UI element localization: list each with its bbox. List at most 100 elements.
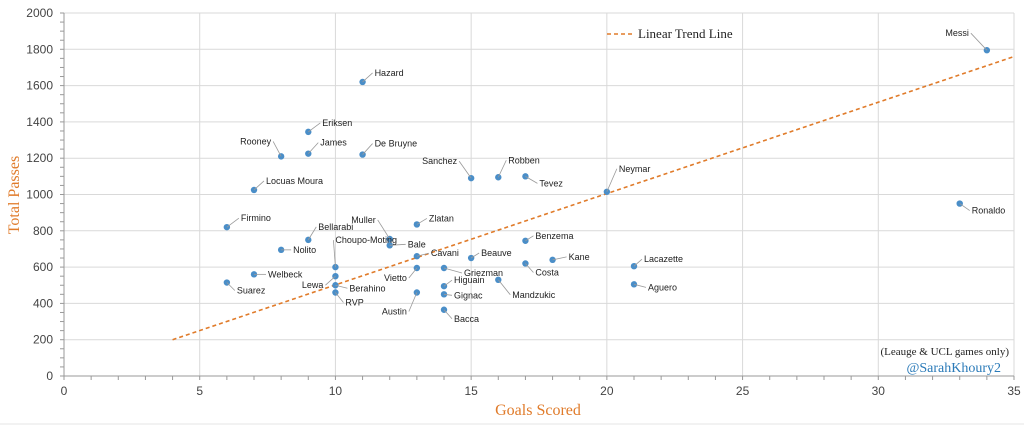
x-tick-label: 0 (61, 384, 68, 398)
label-leader-line (443, 293, 453, 296)
label-leader-line (416, 252, 429, 257)
data-point (630, 281, 638, 288)
point-label: Robben (508, 155, 540, 165)
label-leader-line (253, 180, 265, 191)
y-tick-label: 400 (33, 296, 53, 310)
point-label: Eriksen (322, 118, 352, 128)
y-tick-label: 2000 (26, 6, 53, 20)
y-tick-label: 1000 (26, 188, 53, 202)
data-point (413, 253, 421, 260)
label-leader-line (443, 309, 453, 320)
label-leader-line (377, 219, 391, 240)
label-leader-line (497, 160, 507, 178)
label-leader-line (335, 292, 344, 303)
point-label: James (320, 138, 347, 148)
label-leader-line (307, 142, 319, 154)
point-label: Mandzukic (512, 290, 556, 300)
label-leader-line (389, 243, 406, 246)
legend-label: Linear Trend Line (638, 26, 733, 41)
point-labels: Messi Ronaldo Hazard Eriksen Rooney James De B… (226, 28, 1006, 324)
label-leader-line (443, 279, 453, 287)
point-label: Zlatan (429, 213, 454, 223)
point-label: Muller (351, 215, 376, 225)
point-label: Vietto (384, 273, 407, 283)
label-leader-line (470, 252, 480, 259)
point-label: Griezman (464, 268, 503, 278)
point-label: Welbeck (268, 269, 303, 279)
grid-lines (64, 12, 1015, 376)
label-leader-line (333, 240, 336, 268)
data-point (277, 246, 285, 254)
x-axis-title: Goals Scored (495, 402, 581, 419)
label-leader-line (552, 256, 567, 261)
label-leader-line (335, 284, 348, 289)
label-leader-line (226, 217, 240, 228)
label-leader-line (970, 32, 988, 51)
point-label: Rooney (240, 136, 272, 146)
point-label: Ronaldo (972, 206, 1006, 216)
label-leader-line (497, 279, 511, 296)
point-label: De Bruyne (375, 139, 418, 149)
point-label: Benzema (535, 231, 573, 241)
label-leader-line (226, 282, 236, 291)
point-label: Neymar (619, 164, 651, 174)
data-point (467, 254, 475, 262)
label-leader-line (606, 168, 618, 192)
point-label: Lewa (302, 280, 324, 290)
point-label: Firmino (241, 213, 271, 223)
y-tick-label: 600 (33, 260, 53, 274)
x-tick-label: 25 (736, 384, 750, 398)
label-leader-line (362, 72, 373, 83)
legend: Linear Trend Line (607, 26, 733, 41)
axes: 0 5 10 15 20 25 30 35 0 200 400 600 800 1000 1200 1400 1… (0, 6, 1024, 425)
point-label: Tevez (539, 178, 563, 188)
label-leader-line (633, 283, 647, 288)
point-label: Gignac (454, 290, 483, 300)
label-leader-line (525, 176, 538, 184)
point-label: Messi (945, 28, 969, 38)
y-tick-label: 200 (33, 333, 53, 347)
label-leader-line (416, 218, 428, 225)
point-label: Berahino (349, 283, 385, 293)
y-tick-label: 0 (46, 369, 53, 383)
label-leader-line (362, 143, 373, 155)
label-leader-line (308, 122, 321, 133)
label-leader-line (408, 292, 418, 312)
point-label: Locuas Moura (266, 176, 323, 186)
point-label: Bellarabi (318, 222, 353, 232)
trend-line (172, 55, 1015, 341)
y-tick-label: 800 (33, 224, 53, 238)
footnote: (Leauge & UCL games only) (881, 346, 1010, 358)
point-label: Sanchez (422, 156, 458, 166)
y-tick-label: 1800 (26, 42, 53, 56)
point-label: Lacazette (644, 254, 683, 264)
x-tick-label: 15 (464, 384, 478, 398)
x-tick-label: 5 (196, 384, 203, 398)
data-point (413, 221, 421, 228)
x-tick-label: 30 (872, 384, 886, 398)
label-leader-line (525, 235, 534, 242)
credit-handle: @SarahKhoury2 (906, 361, 1001, 376)
y-tick-label: 1400 (26, 115, 53, 129)
data-point (332, 282, 339, 289)
point-label: Kane (569, 252, 590, 262)
point-label: RVP (345, 298, 363, 308)
point-label: Hazard (375, 68, 404, 78)
point-label: Higuain (454, 275, 485, 285)
y-tick-label: 1200 (26, 151, 53, 165)
x-tick-label: 35 (1007, 384, 1021, 398)
point-label: Bacca (454, 314, 479, 324)
point-label: Aguero (648, 282, 677, 292)
x-tick-label: 20 (600, 384, 614, 398)
label-leader-line (325, 275, 336, 286)
y-tick-label: 1600 (26, 79, 53, 93)
label-leader-line (408, 267, 418, 279)
point-label: Cavani (431, 248, 459, 258)
x-tick-label: 10 (329, 384, 343, 398)
label-leader-line (307, 226, 317, 241)
label-leader-line (525, 263, 534, 273)
label-leader-line (443, 267, 463, 274)
point-label: Costa (535, 267, 559, 277)
point-label: Beauve (481, 248, 512, 258)
